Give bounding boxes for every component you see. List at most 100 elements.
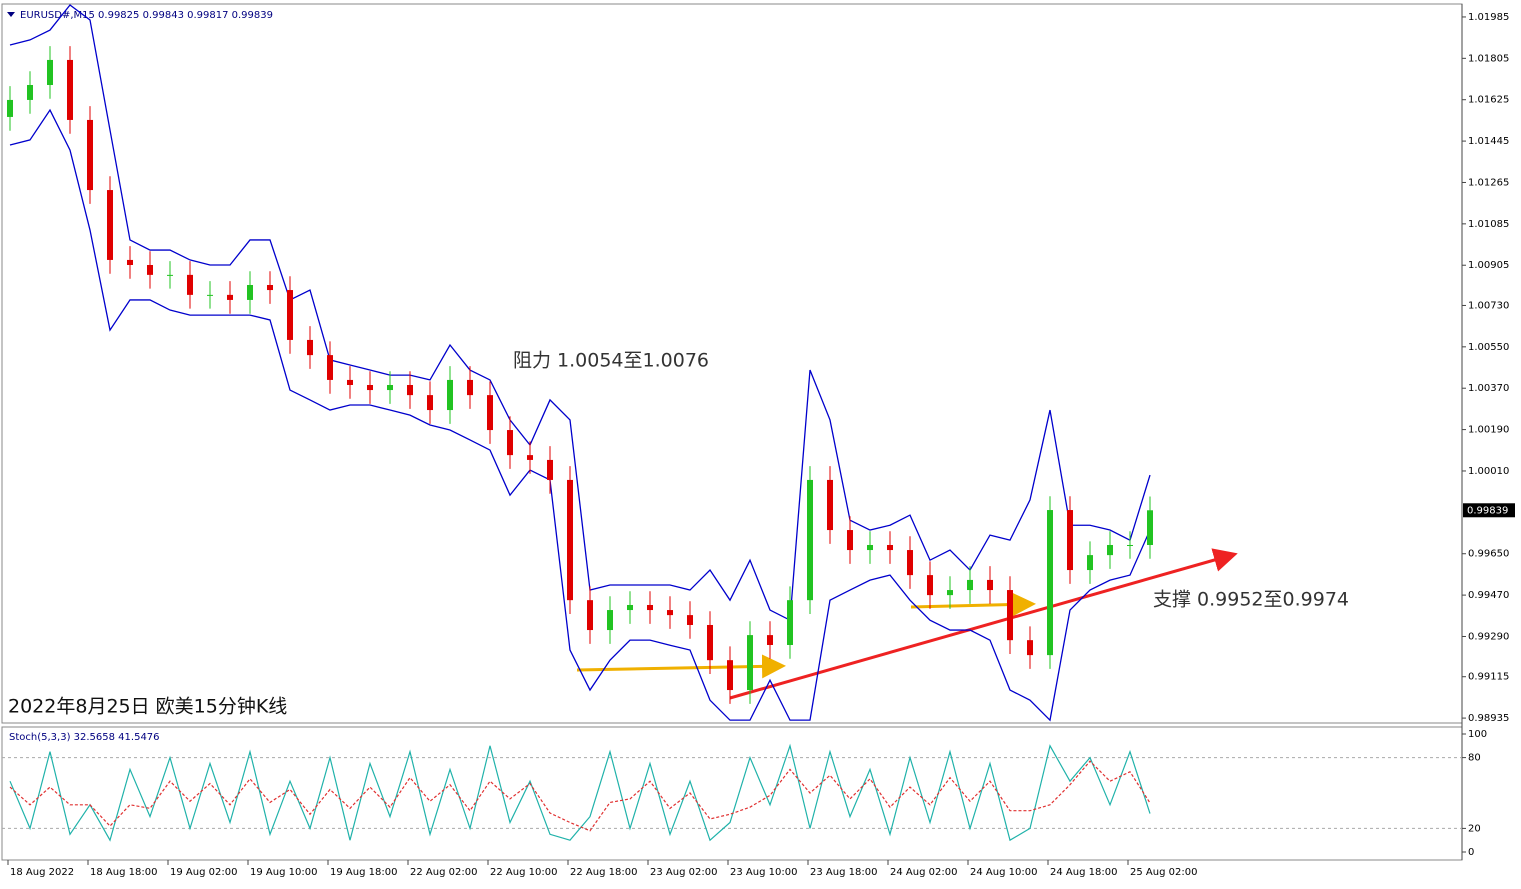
candle-body — [267, 284, 273, 291]
candle-body — [467, 379, 473, 396]
collapse-icon — [7, 12, 15, 17]
y-tick-label: 20 — [1468, 823, 1481, 834]
x-tick-label: 25 Aug 02:00 — [1130, 867, 1197, 878]
candle-body — [1087, 555, 1093, 571]
candle-body — [507, 430, 513, 456]
candle-body — [167, 274, 173, 276]
candle-body — [847, 530, 853, 551]
x-tick-label: 23 Aug 18:00 — [810, 867, 877, 878]
candle-body — [727, 660, 733, 691]
candle-body — [247, 284, 253, 300]
candle-body — [567, 479, 573, 601]
orange-arrow — [576, 654, 786, 679]
bollinger-band — [9, 108, 1151, 722]
candle-body — [947, 590, 953, 596]
candle-body — [47, 59, 53, 85]
annotation: 阻力 1.0054至1.0076 — [513, 350, 709, 372]
candle-body — [227, 294, 233, 300]
y-tick-label: 1.01445 — [1468, 136, 1509, 147]
candle-body — [527, 455, 533, 460]
candle-body — [707, 624, 713, 661]
candle-body — [127, 259, 133, 265]
candle-body — [887, 544, 893, 551]
candle-body — [1127, 544, 1133, 546]
x-tick-label: 24 Aug 10:00 — [970, 867, 1037, 878]
candle-body — [87, 119, 93, 191]
candle-body — [27, 84, 33, 100]
y-tick-label: 1.00010 — [1468, 466, 1509, 477]
candle-body — [907, 550, 913, 576]
candle-body — [67, 59, 73, 120]
candle-body — [927, 575, 933, 596]
price-tag-label: 0.99839 — [1467, 505, 1508, 516]
candle-body — [447, 379, 453, 411]
candle-body — [107, 190, 113, 260]
y-tick-label: 100 — [1468, 729, 1487, 740]
x-tick-label: 24 Aug 18:00 — [1050, 867, 1117, 878]
y-tick-label: 0.99470 — [1468, 590, 1509, 601]
candle-body — [347, 379, 353, 385]
candle-body — [1107, 544, 1113, 556]
y-tick-label: 1.00730 — [1468, 300, 1509, 311]
annotation: 支撑 0.9952至0.9974 — [1153, 589, 1349, 611]
candle-body — [547, 459, 553, 480]
x-tick-label: 18 Aug 18:00 — [90, 867, 157, 878]
bollinger-band — [9, 4, 1151, 622]
candle-body — [867, 544, 873, 551]
y-tick-label: 1.01625 — [1468, 95, 1509, 106]
annotation: 2022年8月25日 欧美15分钟K线 — [8, 696, 287, 718]
y-tick-label: 0 — [1468, 847, 1474, 858]
x-tick-label: 19 Aug 02:00 — [170, 867, 237, 878]
candle-body — [1067, 510, 1073, 571]
candle-body — [607, 610, 613, 631]
candle-body — [647, 604, 653, 611]
x-tick-label: 22 Aug 02:00 — [410, 867, 477, 878]
candle-body — [747, 635, 753, 691]
candle-body — [327, 355, 333, 380]
y-tick-label: 1.01805 — [1468, 53, 1509, 64]
candle-body — [307, 339, 313, 356]
candle-body — [407, 384, 413, 396]
x-tick-label: 23 Aug 10:00 — [730, 867, 797, 878]
y-tick-label: 0.99115 — [1468, 672, 1509, 683]
x-tick-label: 22 Aug 18:00 — [570, 867, 637, 878]
candle-body — [587, 600, 593, 631]
candle-body — [1147, 510, 1153, 545]
candle-body — [287, 290, 293, 340]
x-tick-label: 19 Aug 18:00 — [330, 867, 397, 878]
candle-body — [1047, 510, 1053, 656]
candle-body — [187, 274, 193, 295]
y-tick-label: 0.99290 — [1468, 631, 1509, 642]
candle-body — [427, 395, 433, 411]
y-tick-label: 0.98935 — [1468, 713, 1509, 724]
stoch-title: Stoch(5,3,3) 32.5658 41.5476 — [9, 732, 160, 743]
candle-body — [767, 635, 773, 645]
candle-body — [987, 579, 993, 591]
candle-body — [207, 294, 213, 296]
x-tick-label: 18 Aug 2022 — [10, 867, 74, 878]
y-tick-label: 0.99650 — [1468, 549, 1509, 560]
y-tick-label: 1.01265 — [1468, 177, 1509, 188]
stoch-line — [9, 760, 1151, 832]
candle-body — [627, 604, 633, 611]
candle-body — [487, 395, 493, 431]
x-tick-label: 24 Aug 02:00 — [890, 867, 957, 878]
stoch-panel — [1, 726, 1463, 861]
price-tag — [1463, 503, 1515, 518]
trend-arrow — [729, 548, 1238, 700]
y-tick-label: 80 — [1468, 753, 1481, 764]
chart-title: EURUSD#,M15 0.99825 0.99843 0.99817 0.99… — [20, 10, 273, 21]
candle-body — [967, 579, 973, 591]
main-panel — [1, 3, 1463, 724]
candle-body — [147, 264, 153, 275]
x-tick-label: 19 Aug 10:00 — [250, 867, 317, 878]
candle-body — [7, 99, 13, 117]
candle-body — [367, 384, 373, 391]
candle-body — [807, 479, 813, 601]
y-tick-label: 1.00550 — [1468, 342, 1509, 353]
candle-body — [687, 615, 693, 625]
candle-body — [1027, 640, 1033, 656]
candle-body — [787, 600, 793, 645]
